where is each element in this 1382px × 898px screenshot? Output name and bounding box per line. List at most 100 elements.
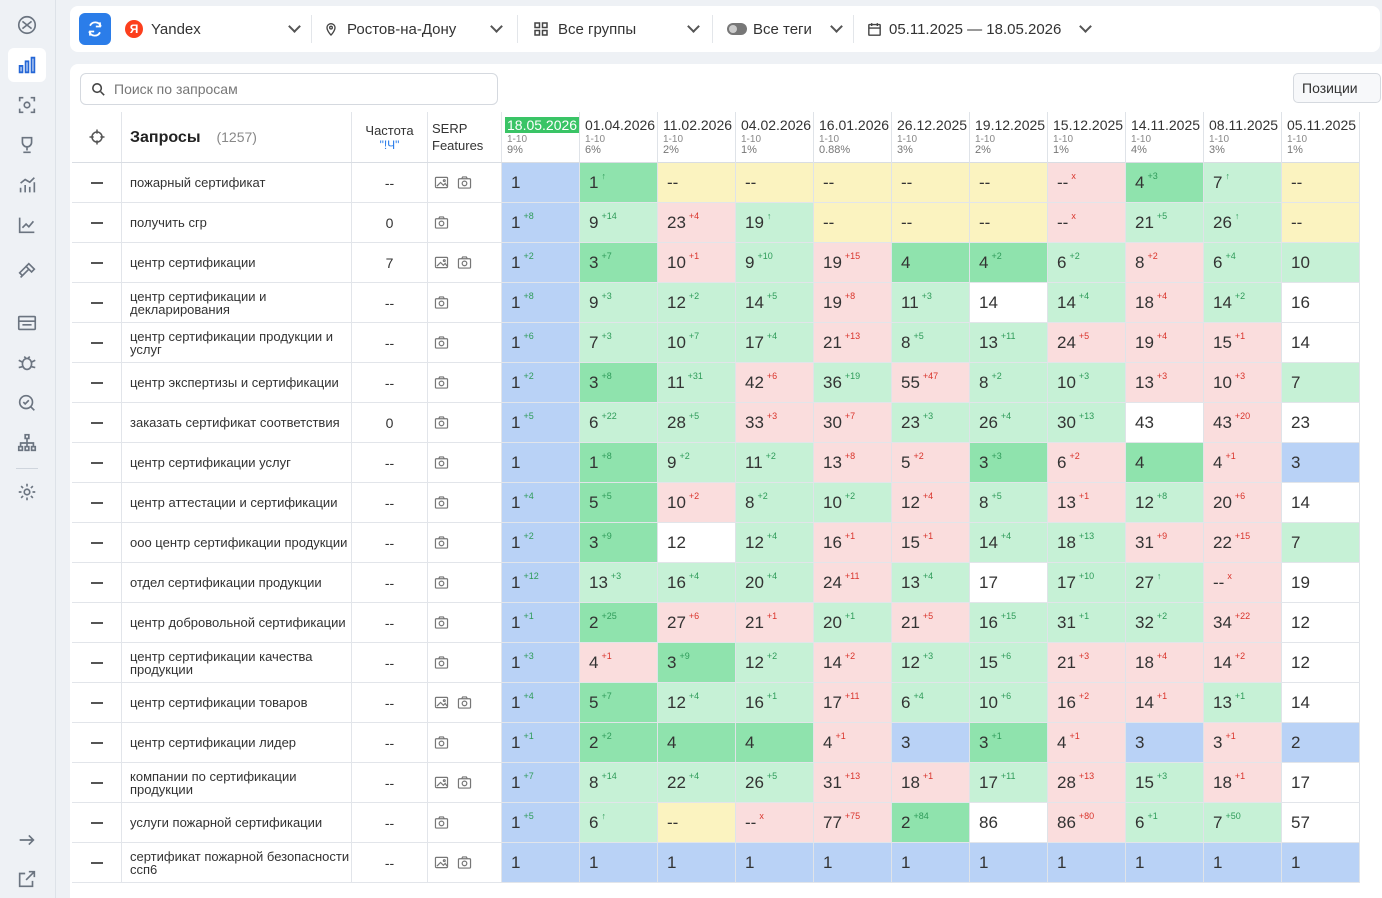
position-cell[interactable]: 4 (1126, 443, 1204, 482)
row-collapse-toggle[interactable] (72, 443, 122, 482)
position-cell[interactable]: 4 +2 (970, 243, 1048, 282)
position-cell[interactable]: 10 +6 (970, 683, 1048, 722)
position-cell[interactable]: 12 +4 (736, 523, 814, 562)
position-cell[interactable]: 36 +19 (814, 363, 892, 402)
position-cell[interactable]: 12 +2 (658, 283, 736, 322)
position-cell[interactable]: 14 +4 (970, 523, 1048, 562)
frequency-column-header[interactable]: Частота "!Ч" (352, 112, 428, 162)
search-engine-select[interactable]: Я Yandex (125, 6, 301, 52)
serp-features[interactable] (428, 203, 502, 242)
position-cell[interactable]: 4 (892, 243, 970, 282)
position-cell[interactable]: 14 (1282, 483, 1360, 522)
position-cell[interactable]: 21 +5 (892, 603, 970, 642)
serp-features[interactable] (428, 723, 502, 762)
positions-button[interactable]: Позиции (1293, 73, 1381, 103)
position-cell[interactable]: 14 +2 (814, 643, 892, 682)
position-cell[interactable]: 1 (1282, 843, 1360, 882)
table-row[interactable]: сертификат пожарной безопасности ссп6 -- 1… (72, 843, 1360, 883)
row-collapse-toggle[interactable] (72, 563, 122, 602)
trophy-nav-icon[interactable] (8, 128, 46, 162)
position-cell[interactable]: 34 +22 (1204, 603, 1282, 642)
serp-features[interactable] (428, 283, 502, 322)
position-cell[interactable]: -- (736, 163, 814, 202)
position-cell[interactable]: 12 (1282, 643, 1360, 682)
position-cell[interactable]: 5 +5 (580, 483, 658, 522)
position-cell[interactable]: 1 +5 (502, 403, 580, 442)
position-cell[interactable]: 6 +4 (1204, 243, 1282, 282)
date-column-header[interactable]: 14.11.2025 1-10 4% (1126, 112, 1204, 163)
row-collapse-toggle[interactable] (72, 843, 122, 882)
row-collapse-toggle[interactable] (72, 483, 122, 522)
serp-features[interactable] (428, 243, 502, 282)
tags-select[interactable]: Все теги (727, 6, 843, 52)
position-cell[interactable]: 17 +11 (814, 683, 892, 722)
date-column-header[interactable]: 05.11.2025 1-10 1% (1282, 112, 1360, 163)
position-cell[interactable]: 3 +9 (658, 643, 736, 682)
position-cell[interactable]: 3 +9 (580, 523, 658, 562)
position-cell[interactable]: 19 +15 (814, 243, 892, 282)
groups-select[interactable]: Все группы (532, 6, 700, 52)
position-cell[interactable]: 7 (1282, 523, 1360, 562)
position-cell[interactable]: 19 (1282, 563, 1360, 602)
position-cell[interactable]: -- (814, 163, 892, 202)
date-range-select[interactable]: 05.11.2025 — 18.05.2026 (866, 6, 1092, 52)
position-cell[interactable]: 1 (736, 843, 814, 882)
position-cell[interactable]: 6 +4 (892, 683, 970, 722)
row-collapse-toggle[interactable] (72, 363, 122, 402)
position-cell[interactable]: 27 +6 (658, 603, 736, 642)
row-collapse-toggle[interactable] (72, 163, 122, 202)
position-cell[interactable]: 11 +2 (736, 443, 814, 482)
position-cell[interactable]: 1 +1 (502, 603, 580, 642)
row-collapse-toggle[interactable] (72, 243, 122, 282)
position-cell[interactable]: 17 +4 (736, 323, 814, 362)
position-cell[interactable]: -- x (1048, 163, 1126, 202)
position-cell[interactable]: 7 (1282, 363, 1360, 402)
position-cell[interactable]: -- (658, 163, 736, 202)
position-cell[interactable]: 16 +1 (814, 523, 892, 562)
position-cell[interactable]: 1 (970, 843, 1048, 882)
query-text[interactable]: центр сертификации товаров (122, 683, 352, 722)
query-text[interactable]: центр добровольной сертификации (122, 603, 352, 642)
query-text[interactable]: центр сертификации продукции и услуг (122, 323, 352, 362)
position-cell[interactable]: 3 +7 (580, 243, 658, 282)
position-cell[interactable]: 20 +6 (1204, 483, 1282, 522)
table-row[interactable]: услуги пожарной сертификации -- 1 +5 6 ↑ -- -- x… (72, 803, 1360, 843)
position-cell[interactable]: 6 +2 (1048, 443, 1126, 482)
position-cell[interactable]: 1 (502, 163, 580, 202)
position-cell[interactable]: 18 +13 (1048, 523, 1126, 562)
position-cell[interactable]: 1 +4 (502, 683, 580, 722)
position-cell[interactable]: 8 +2 (970, 363, 1048, 402)
region-select[interactable]: Ростов-на-Дону (323, 6, 503, 52)
serp-features[interactable] (428, 803, 502, 842)
position-cell[interactable]: 23 +3 (892, 403, 970, 442)
position-cell[interactable]: -- (970, 163, 1048, 202)
position-cell[interactable]: 10 +3 (1048, 363, 1126, 402)
position-cell[interactable]: 4 +1 (1204, 443, 1282, 482)
table-row[interactable]: заказать сертификат соответствия 0 1 +5 6 +22… (72, 403, 1360, 443)
serp-features[interactable] (428, 563, 502, 602)
position-cell[interactable]: 1 (580, 843, 658, 882)
refresh-button[interactable] (79, 13, 111, 45)
position-cell[interactable]: 13 +8 (814, 443, 892, 482)
position-cell[interactable]: 57 (1282, 803, 1360, 842)
position-cell[interactable]: 1 +4 (502, 483, 580, 522)
trend-nav-icon[interactable] (8, 208, 46, 242)
position-cell[interactable]: 2 +25 (580, 603, 658, 642)
serp-features[interactable] (428, 843, 502, 882)
bug-nav-icon[interactable] (8, 346, 46, 380)
position-cell[interactable]: 43 (1126, 403, 1204, 442)
position-cell[interactable]: 16 +4 (658, 563, 736, 602)
query-text[interactable]: центр сертификации лидер (122, 723, 352, 762)
serp-features[interactable] (428, 643, 502, 682)
position-cell[interactable]: 1 +2 (502, 523, 580, 562)
external-link-icon[interactable] (8, 862, 46, 896)
position-cell[interactable]: 28 +13 (1048, 763, 1126, 802)
table-row[interactable]: центр аттестации и сертификации -- 1 +4 5 +5 1… (72, 483, 1360, 523)
row-collapse-toggle[interactable] (72, 283, 122, 322)
position-cell[interactable]: 10 +3 (1204, 363, 1282, 402)
position-cell[interactable]: 1 (892, 843, 970, 882)
position-cell[interactable]: 17 (1282, 763, 1360, 802)
position-cell[interactable]: 20 +1 (814, 603, 892, 642)
query-text[interactable]: получить сгр (122, 203, 352, 242)
position-cell[interactable]: 1 +12 (502, 563, 580, 602)
